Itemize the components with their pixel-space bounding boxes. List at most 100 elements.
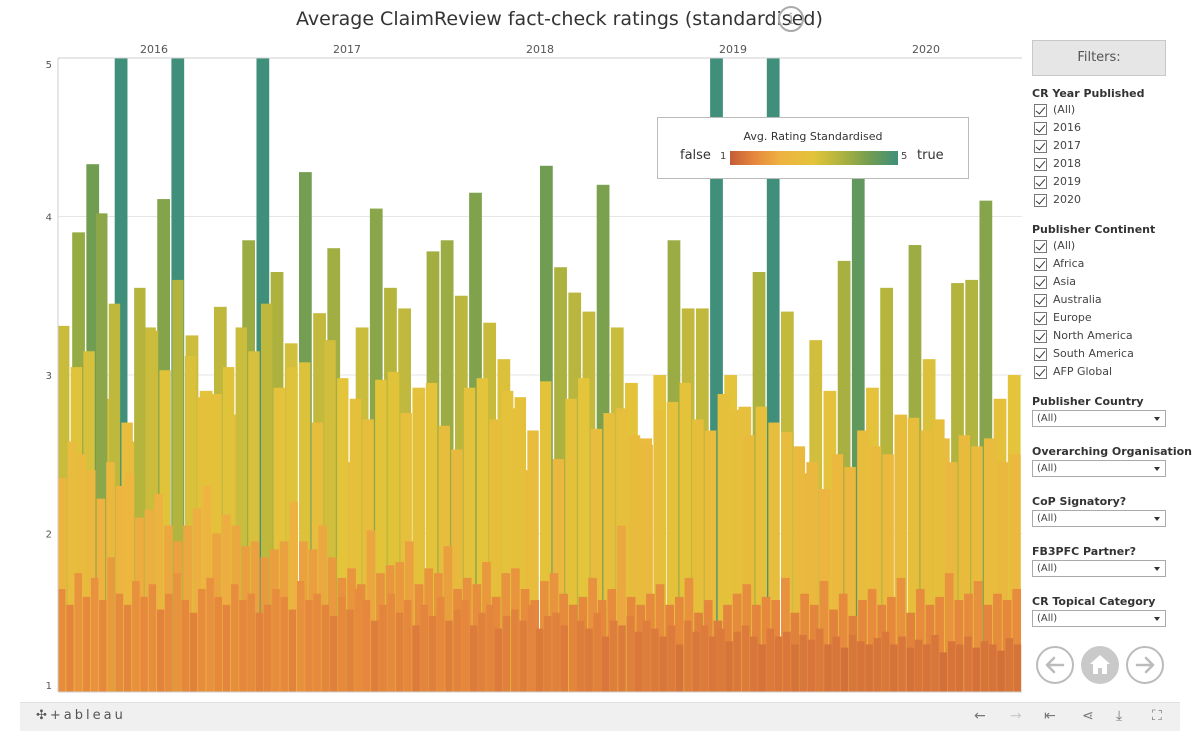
- bar-layer4-64[interactable]: [585, 628, 593, 692]
- bar-layer2-20[interactable]: [311, 422, 324, 692]
- continent-checkbox-south-america[interactable]: [1034, 348, 1047, 361]
- continent-checkbox-europe[interactable]: [1034, 312, 1047, 325]
- bar-layer4-5[interactable]: [99, 600, 107, 692]
- bar-layer4-113[interactable]: [989, 644, 997, 692]
- bar-layer4-47[interactable]: [445, 620, 453, 692]
- bar-layer4-25[interactable]: [263, 604, 272, 692]
- bar-layer4-52[interactable]: [486, 604, 494, 692]
- bar-layer4-88[interactable]: [783, 631, 791, 692]
- bar-layer2-72[interactable]: [971, 446, 983, 692]
- bar-layer4-98[interactable]: [865, 644, 873, 692]
- bar-layer4-103[interactable]: [906, 647, 915, 692]
- bar-layer4-51[interactable]: [478, 612, 486, 692]
- bar-layer4-57[interactable]: [527, 604, 536, 692]
- bar-layer4-22[interactable]: [239, 600, 247, 692]
- bar-layer4-10[interactable]: [140, 596, 148, 692]
- bar-layer4-79[interactable]: [708, 636, 717, 692]
- bar-layer2-46[interactable]: [641, 444, 653, 692]
- bar-layer4-74[interactable]: [667, 625, 676, 692]
- bar-layer4-105[interactable]: [923, 644, 931, 692]
- bar-layer3-26[interactable]: [308, 549, 318, 692]
- bar-layer2-10[interactable]: [184, 355, 197, 692]
- year-checkbox-2019[interactable]: [1034, 176, 1047, 189]
- bar-layer4-104[interactable]: [914, 639, 923, 692]
- bar-layer4-0[interactable]: [58, 588, 66, 692]
- bar-layer2-36[interactable]: [514, 397, 527, 692]
- bar-layer3-67[interactable]: [703, 600, 713, 692]
- bar-layer4-97[interactable]: [857, 641, 865, 692]
- bar-layer4-4[interactable]: [90, 577, 99, 692]
- bar-layer2-39[interactable]: [552, 459, 565, 692]
- publisher-country-dropdown[interactable]: (All): [1032, 410, 1166, 427]
- bar-layer3-6[interactable]: [115, 485, 125, 692]
- bar-layer3-20[interactable]: [250, 541, 260, 692]
- bar-layer4-83[interactable]: [741, 625, 750, 692]
- bar-layer2-61[interactable]: [831, 454, 844, 692]
- bar-layer4-27[interactable]: [280, 596, 288, 692]
- bar-layer2-37[interactable]: [527, 430, 539, 692]
- bar-layer2-23[interactable]: [349, 398, 362, 692]
- bar-layer4-28[interactable]: [288, 609, 297, 692]
- bar-layer4-94[interactable]: [832, 636, 840, 692]
- bar-layer3-95[interactable]: [973, 581, 983, 692]
- bar-layer4-109[interactable]: [956, 644, 964, 692]
- bar-layer4-61[interactable]: [560, 625, 569, 692]
- bar-layer2-26[interactable]: [387, 371, 400, 692]
- continent-checkbox-north-america[interactable]: [1034, 330, 1047, 343]
- info-icon[interactable]: i: [778, 6, 804, 32]
- bar-layer4-34[interactable]: [338, 596, 346, 692]
- bar-layer2-74[interactable]: [996, 462, 1009, 692]
- bar-layer2-28[interactable]: [413, 394, 425, 692]
- bar-layer2-35[interactable]: [501, 390, 514, 692]
- bar-layer4-29[interactable]: [296, 581, 305, 692]
- bar-layer4-63[interactable]: [577, 620, 585, 692]
- bar-layer4-77[interactable]: [692, 631, 700, 692]
- bar-layer4-48[interactable]: [453, 609, 461, 692]
- cop-signatory-dropdown[interactable]: (All): [1032, 510, 1166, 527]
- bar-layer2-42[interactable]: [590, 428, 603, 692]
- bar-layer3-7[interactable]: [125, 473, 135, 692]
- bar-layer3-87[interactable]: [896, 577, 906, 692]
- bar-layer3-97[interactable]: [993, 593, 1002, 692]
- bar-layer3-99[interactable]: [1012, 588, 1022, 692]
- bar-layer2-43[interactable]: [603, 413, 615, 692]
- bar-layer4-14[interactable]: [173, 573, 181, 693]
- home-button[interactable]: [1081, 646, 1119, 684]
- bar-layer2-41[interactable]: [578, 378, 590, 692]
- bar-layer2-58[interactable]: [793, 446, 806, 692]
- bar-layer4-13[interactable]: [165, 593, 173, 692]
- bar-layer4-96[interactable]: [848, 634, 857, 692]
- bar-layer4-116[interactable]: [1013, 644, 1022, 692]
- bar-layer4-84[interactable]: [750, 636, 758, 692]
- bar-layer2-40[interactable]: [565, 398, 577, 692]
- bar-layer2-63[interactable]: [857, 430, 869, 692]
- download-icon[interactable]: ⤓: [1116, 708, 1123, 724]
- bar-layer4-33[interactable]: [329, 615, 338, 692]
- bar-layer4-86[interactable]: [766, 628, 774, 692]
- bar-layer4-91[interactable]: [807, 639, 816, 692]
- bar-layer4-76[interactable]: [684, 620, 692, 692]
- bar-layer2-38[interactable]: [540, 381, 552, 692]
- bar-layer2-16[interactable]: [260, 303, 273, 692]
- year-checkbox-2018[interactable]: [1034, 158, 1047, 171]
- bar-layer4-32[interactable]: [321, 604, 330, 692]
- bar-layer4-75[interactable]: [675, 644, 684, 692]
- bar-layer2-71[interactable]: [958, 435, 970, 692]
- bar-layer3-91[interactable]: [935, 596, 944, 692]
- bar-layer4-90[interactable]: [799, 634, 807, 692]
- bar-layer4-92[interactable]: [816, 628, 824, 692]
- bar-layer4-40[interactable]: [387, 593, 395, 692]
- redo-icon[interactable]: →: [1010, 708, 1022, 724]
- bar-layer4-23[interactable]: [247, 593, 255, 692]
- bar-layer4-68[interactable]: [618, 625, 626, 692]
- bar-layer2-68[interactable]: [920, 430, 932, 692]
- bar-layer2-59[interactable]: [806, 462, 818, 692]
- bar-layer4-102[interactable]: [898, 636, 906, 692]
- bar-layer2-65[interactable]: [882, 454, 894, 692]
- bar-layer4-43[interactable]: [412, 625, 420, 692]
- bar-layer2-55[interactable]: [755, 406, 768, 692]
- topical-category-dropdown[interactable]: (All): [1032, 610, 1166, 627]
- share-icon[interactable]: ⋖: [1082, 708, 1094, 724]
- bar-layer2-17[interactable]: [273, 387, 286, 692]
- organisation-dropdown[interactable]: (All): [1032, 460, 1166, 477]
